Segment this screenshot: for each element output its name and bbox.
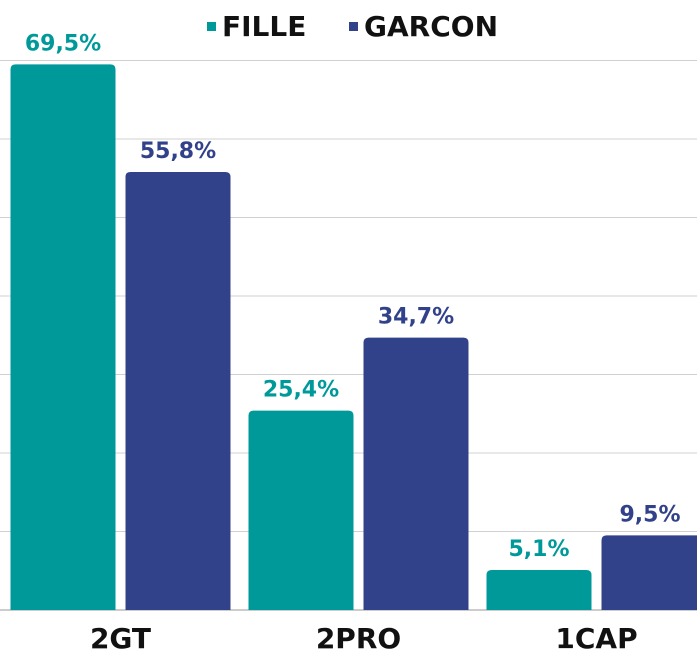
bar: [248, 410, 354, 610]
x-tick-label: 1CAP: [555, 622, 637, 655]
legend-label: FILLE: [222, 10, 306, 43]
legend-swatch: [207, 22, 216, 31]
value-label: 69,5%: [25, 31, 101, 56]
legend-swatch: [349, 22, 358, 31]
value-label: 5,1%: [508, 537, 569, 562]
plot: [0, 60, 697, 611]
value-label: 9,5%: [619, 502, 680, 527]
legend-label: GARCON: [364, 10, 498, 43]
bar: [10, 64, 116, 611]
value-label: 55,8%: [140, 139, 216, 164]
bar: [486, 569, 592, 610]
value-label: 34,7%: [378, 305, 454, 330]
bar: [125, 171, 231, 610]
x-tick-label: 2GT: [90, 622, 151, 655]
bar: [601, 535, 697, 610]
bar: [363, 337, 469, 610]
value-label: 25,4%: [263, 378, 339, 403]
x-tick-label: 2PRO: [316, 622, 401, 655]
